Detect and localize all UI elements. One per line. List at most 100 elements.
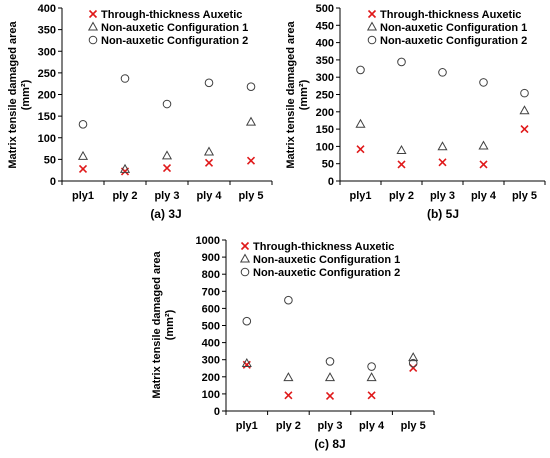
- data-point-triangle-marker: [203, 146, 215, 156]
- y-tick-label: 200: [38, 90, 56, 102]
- data-point-triangle-marker: [283, 372, 294, 382]
- legend-triangle-marker: [366, 21, 378, 31]
- y-tick-label: 100: [316, 141, 334, 153]
- y-tick-label: 900: [202, 252, 220, 264]
- data-point-circle-marker: [78, 120, 88, 129]
- data-point-circle-marker: [284, 295, 293, 305]
- y-tick-label: 50: [44, 154, 56, 166]
- data-point-x-marker-stroke: [162, 163, 172, 173]
- data-point-x-marker-stroke: [479, 160, 488, 169]
- data-point-circle-marker: [162, 99, 172, 109]
- legend-circle-marker: [240, 267, 250, 277]
- data-point-x-marker: [367, 391, 376, 400]
- y-tick-label: 300: [38, 46, 56, 58]
- y-tick-label: 400: [202, 338, 220, 350]
- y-axis-title-line2: (mm²): [164, 309, 176, 340]
- x-tick-label: ply 2: [112, 190, 137, 202]
- data-point-circle-marker: [204, 78, 214, 88]
- data-point-circle-marker: [408, 358, 418, 368]
- x-tick-label: ply1: [72, 190, 94, 202]
- data-point-circle-marker: [242, 316, 252, 326]
- x-tick-label: ply 2: [276, 420, 301, 432]
- data-point-x-marker: [284, 391, 293, 400]
- y-tick-label: 200: [316, 107, 334, 119]
- data-point-x-marker-stroke: [204, 158, 214, 167]
- data-point-x-marker: [438, 158, 447, 167]
- y-axis-title-line1: Matrix tensile damaged area: [151, 250, 163, 398]
- y-axis-title-line2: (mm²): [298, 79, 310, 110]
- y-tick-label: 300: [202, 355, 220, 367]
- x-tick-label: ply 5: [401, 420, 426, 432]
- x-tick-label: ply1: [236, 420, 258, 432]
- data-point-triangle-marker: [245, 116, 257, 126]
- data-point-x-marker-stroke: [356, 145, 365, 154]
- legend-x-marker-stroke: [367, 9, 377, 19]
- y-axis-title: Matrix tensile damaged area(mm²): [151, 250, 176, 398]
- data-point-triangle-marker: [396, 145, 407, 155]
- data-point-triangle-marker: [355, 118, 366, 128]
- y-tick-label: 400: [316, 38, 334, 50]
- y-axis-title-line1: Matrix tensile damaged area: [285, 20, 297, 168]
- x-tick-label: ply 2: [389, 190, 414, 202]
- y-tick-label: 50: [322, 159, 334, 171]
- legend-label: Through-thickness Auxetic: [101, 9, 242, 21]
- data-point-circle-marker: [438, 68, 447, 77]
- chart-panel-5j: 0 50 100 150 200 250 300 350 400 450 500 ply1 ply 2 p…: [285, 3, 546, 221]
- data-point-x-marker: [162, 163, 172, 173]
- y-tick-label: 0: [214, 406, 220, 418]
- x-tick-label: ply1: [349, 190, 371, 202]
- legend-x-marker: [240, 241, 250, 251]
- y-tick-label: 250: [316, 90, 334, 102]
- legend-triangle-marker: [87, 21, 99, 31]
- data-point-x-marker: [246, 156, 256, 165]
- legend-x-marker: [367, 9, 377, 19]
- data-point-triangle-marker: [478, 140, 489, 150]
- x-tick-label: ply 3: [154, 190, 179, 202]
- chart-panel-8j: 0 100 200 300 400 500 600 700 800 900 1000 ply1 ply …: [151, 235, 435, 451]
- data-point-x-marker: [397, 160, 406, 169]
- data-point-x-marker-stroke: [397, 160, 406, 169]
- y-tick-label: 0: [50, 176, 56, 188]
- data-point-triangle-marker: [437, 141, 448, 151]
- y-tick-label: 100: [38, 133, 56, 145]
- data-point-x-marker-stroke: [78, 164, 88, 173]
- data-point-x-marker-stroke: [284, 391, 293, 400]
- x-tick-label: ply 3: [317, 420, 342, 432]
- data-point-x-marker: [325, 391, 335, 401]
- y-axis-title-line2: (mm²): [20, 79, 32, 110]
- legend-circle-marker: [88, 35, 98, 45]
- y-tick-label: 500: [202, 321, 220, 333]
- data-point-circle-marker: [479, 78, 488, 87]
- data-point-circle-marker: [356, 65, 365, 75]
- data-point-x-marker: [78, 164, 88, 173]
- data-point-circle-marker: [397, 57, 406, 67]
- data-point-circle-marker: [120, 74, 130, 83]
- x-tick-label: ply 4: [471, 190, 497, 202]
- legend-label: Through-thickness Auxetic: [253, 241, 394, 253]
- y-tick-label: 350: [38, 25, 56, 37]
- data-point-x-marker-stroke: [409, 363, 418, 372]
- legend-label: Non-auxetic Configuration 1: [101, 22, 248, 34]
- y-axis-title-line1: Matrix tensile damaged area: [7, 20, 19, 168]
- data-point-triangle-marker: [241, 357, 252, 367]
- x-tick-label: ply 5: [238, 190, 263, 202]
- data-point-triangle-marker: [161, 150, 173, 160]
- chart-panel-3j: 0 50 100 150 200 250 300 350 400 ply1 ply 2 ply 3 pl…: [7, 3, 273, 221]
- x-tick-label: ply 3: [430, 190, 455, 202]
- y-tick-label: 500: [316, 3, 334, 15]
- data-point-circle-marker: [246, 82, 256, 92]
- y-tick-label: 150: [316, 124, 334, 136]
- legend-label: Non-auxetic Configuration 2: [380, 35, 527, 47]
- y-axis-title: Matrix tensile damaged area(mm²): [7, 20, 32, 168]
- data-point-x-marker-stroke: [520, 125, 529, 134]
- data-point-triangle-marker: [366, 372, 377, 382]
- y-tick-label: 250: [38, 68, 56, 80]
- x-tick-label: ply 4: [196, 190, 222, 202]
- y-tick-label: 100: [202, 389, 220, 401]
- data-point-x-marker-stroke: [438, 158, 447, 167]
- y-tick-label: 150: [38, 111, 56, 123]
- data-point-x-marker: [479, 160, 488, 169]
